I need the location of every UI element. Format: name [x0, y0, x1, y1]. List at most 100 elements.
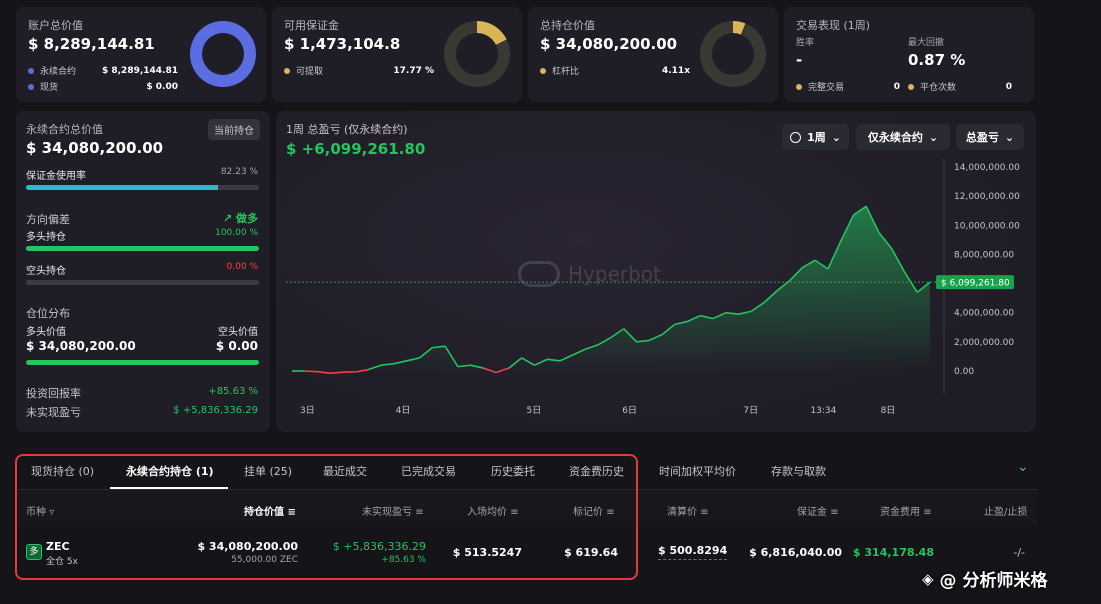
account-value-card: 账户总价值 $ 8,289,144.81 永续合约 $ 8,289,144.81… [16, 7, 266, 102]
usage-label: 保证金使用率 [26, 171, 86, 182]
pnl-line-segment [738, 310, 752, 315]
short-bar [26, 280, 259, 285]
short-value: 0.00 % [226, 262, 258, 272]
clock-icon [790, 131, 802, 143]
card-title: 账户总价值 [28, 19, 83, 32]
y-tick-label: 8,000,000.00 [954, 250, 1014, 260]
pnl-line-segment [623, 328, 638, 343]
pnl-line-segment [878, 232, 893, 250]
author-watermark: ◈ @ 分析师米格 [922, 569, 1048, 592]
col-upnl[interactable]: 未实现盈亏 ≡ [362, 507, 424, 518]
col-value[interactable]: 持仓价值 ≡ [244, 507, 296, 518]
upnl-value: $ +5,836,336.29 [173, 405, 258, 416]
funding-fee: $ 314,178.48 [852, 546, 934, 559]
entry-price: $ 513.5247 [452, 546, 522, 559]
tab-spot[interactable]: 现货持仓 (0) [31, 465, 95, 478]
pnl-line-segment [789, 266, 803, 282]
x-tick-label: 7日 [743, 405, 758, 416]
pnl-line-segment [470, 364, 484, 369]
card-title: 交易表现 (1周) [796, 19, 871, 32]
position-value: $ 34,080,200.00 [197, 540, 298, 553]
coin-name[interactable]: ZEC [46, 540, 70, 553]
col-funding[interactable]: 资金费用 ≡ [880, 507, 932, 518]
current-position-tag[interactable]: 当前持仓 [208, 119, 260, 140]
win-rate-label: 胜率 [796, 38, 815, 48]
pnl-line-segment [648, 333, 663, 342]
y-tick-label: 0.00 [954, 367, 974, 377]
tab-perp[interactable]: 永续合约持仓 (1) [126, 465, 214, 478]
position-size: 55,000.00 ZEC [231, 555, 298, 565]
col-liq[interactable]: 清算价 ≡ [667, 507, 709, 518]
x-tick-label: 6日 [622, 405, 637, 416]
perp-value: $ 34,080,200.00 [26, 139, 164, 157]
pnl-line-segment [547, 358, 561, 362]
margin-donut [444, 21, 510, 87]
pnl-line-segment [827, 240, 842, 270]
legend-complete-trades: 完整交易 0 [796, 80, 900, 93]
metric-select[interactable]: 总盈亏 ⌄ [956, 124, 1024, 150]
win-rate-value: - [796, 51, 803, 69]
period-select[interactable]: 1周 ⌄ [782, 124, 849, 150]
pnl-line-segment [381, 362, 395, 366]
margin-card: 可用保证金 $ 1,473,104.8 可提取 17.77 % [272, 7, 522, 102]
position-value: $ 34,080,200.00 [540, 35, 678, 53]
col-margin[interactable]: 保证金 ≡ [797, 507, 839, 518]
pnl-line-segment [317, 370, 331, 374]
pnl-line-segment [839, 214, 855, 242]
tab-completed[interactable]: 已完成交易 [401, 465, 456, 478]
table-row[interactable]: 多 ZEC 全仓 5x $ 34,080,200.00 55,000.00 ZE… [16, 527, 1037, 577]
legend-dot [540, 67, 546, 74]
margin-mode: 全仓 5x [46, 557, 78, 567]
distribution-bar [26, 360, 259, 365]
pnl-line-segment [636, 339, 650, 343]
col-mark[interactable]: 标记价 ≡ [573, 507, 615, 518]
tab-deposits[interactable]: 存款与取款 [771, 465, 826, 478]
long-label: 多头持仓 [26, 232, 66, 243]
chevron-down-icon: ⌄ [831, 130, 841, 144]
tab-orders[interactable]: 挂单 (25) [244, 465, 293, 478]
tab-twap[interactable]: 时间加权平均价 [659, 465, 736, 478]
account-donut [190, 21, 256, 87]
chevron-down-icon: ⌄ [1004, 130, 1015, 144]
pnl-line-segment [700, 314, 714, 320]
pnl-line-segment [508, 357, 523, 369]
y-tick-label: 12,000,000.00 [954, 192, 1020, 202]
pnl-line-segment [725, 311, 739, 315]
tab-funding-history[interactable]: 资金费历史 [569, 465, 624, 478]
pnl-line-segment [419, 347, 433, 359]
scope-select[interactable]: 仅永续合约 ⌄ [856, 124, 950, 150]
legend-spot: 现货 $ 0.00 [28, 80, 178, 93]
margin-value: $ 1,473,104.8 [284, 35, 401, 53]
pnl-line-segment [763, 290, 778, 304]
drawdown-label: 最大回撤 [908, 38, 945, 48]
tab-active-underline [110, 487, 228, 489]
long-total: $ 34,080,200.00 [26, 339, 136, 353]
legend-perp: 永续合约 $ 8,289,144.81 [28, 64, 178, 77]
long-value: 100.00 % [215, 228, 258, 238]
current-value-tag [936, 275, 1014, 290]
pnl-line-segment [865, 205, 880, 233]
pnl-line-segment [534, 358, 548, 366]
short-total: $ 0.00 [215, 339, 258, 353]
position-card: 总持仓价值 $ 34,080,200.00 杠杆比 4.11x [528, 7, 778, 102]
legend-dot [284, 67, 290, 74]
y-tick-label: 2,000,000.00 [954, 338, 1014, 348]
x-tick-label: 8日 [881, 405, 896, 416]
chevron-down-icon: ⌄ [928, 130, 939, 144]
col-tpsl: 止盈/止损 [984, 507, 1028, 518]
tab-history-orders[interactable]: 历史委托 [491, 465, 535, 478]
col-entry[interactable]: 入场均价 ≡ [467, 507, 519, 518]
usage-bar [26, 185, 259, 190]
short-value-label: 空头价值 [218, 327, 258, 338]
collapse-chevron-icon[interactable]: ⌄ [1017, 459, 1029, 475]
filter-icon: ▿ [49, 507, 55, 518]
col-coin[interactable]: 币种 ▿ [26, 507, 55, 518]
hyperbot-logo-icon [518, 261, 560, 287]
pnl-line-segment [585, 344, 599, 350]
diamond-logo-icon: ◈ [922, 569, 934, 588]
x-tick-label: 3日 [300, 405, 315, 416]
highlight-box [15, 454, 638, 580]
tab-recent-fills[interactable]: 最近成交 [323, 465, 367, 478]
pnl-line-segment [495, 367, 510, 374]
pnl-line-segment [891, 248, 906, 273]
